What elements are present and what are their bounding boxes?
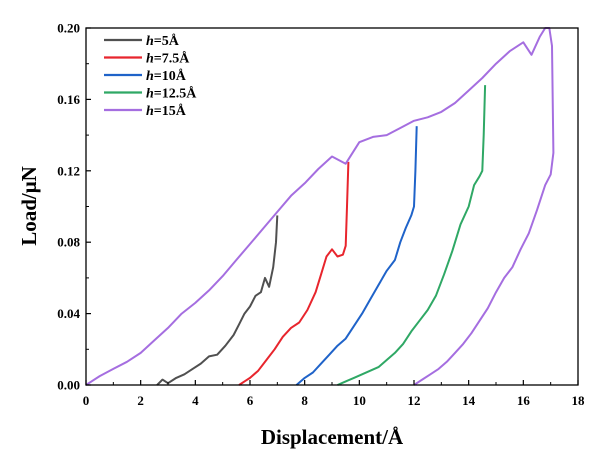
legend-label-var: h	[146, 104, 154, 119]
series-line-0	[156, 215, 279, 386]
legend-label-var: h	[146, 87, 154, 102]
y-axis-title: Load/μN	[17, 166, 41, 246]
x-tick-label: 2	[137, 393, 144, 408]
series-line-3	[337, 85, 487, 386]
y-tick-label: 0.12	[57, 163, 80, 178]
legend-label-rest: =5Å	[154, 33, 180, 49]
series-line-4	[85, 27, 555, 386]
legend-label-rest: =12.5Å	[154, 86, 197, 102]
legend-label-var: h	[146, 69, 154, 84]
x-axis-title: Displacement/Å	[261, 425, 404, 449]
legend-label-0: h=5Å	[146, 33, 180, 49]
y-axis-ticks: 0.00 0.04 0.08 0.12 0.16 0.20	[57, 21, 91, 393]
x-tick-label: 16	[517, 393, 531, 408]
legend-label-rest: =10Å	[154, 68, 187, 84]
y-tick-label: 0.00	[57, 378, 80, 393]
x-axis-ticks: 0 2 4 6 8 10 12 14 16 18	[83, 380, 585, 408]
x-tick-label: 10	[353, 393, 366, 408]
x-tick-label: 0	[83, 393, 90, 408]
legend-label-2: h=10Å	[146, 68, 187, 84]
legend-label-1: h=7.5Å	[146, 51, 190, 67]
legend-label-rest: =15Å	[154, 103, 187, 119]
legend-label-var: h	[146, 34, 154, 49]
legend-label-3: h=12.5Å	[146, 86, 197, 102]
series-line-1	[238, 161, 350, 386]
x-tick-label: 18	[572, 393, 586, 408]
x-tick-label: 4	[192, 393, 199, 408]
series-line-2	[295, 126, 418, 386]
y-tick-label: 0.20	[57, 21, 80, 36]
x-tick-label: 6	[247, 393, 254, 408]
y-tick-label: 0.04	[57, 306, 80, 321]
legend-label-4: h=15Å	[146, 103, 187, 119]
x-tick-label: 12	[408, 393, 421, 408]
legend-label-rest: =7.5Å	[154, 51, 190, 67]
y-tick-label: 0.16	[57, 92, 80, 107]
y-tick-label: 0.08	[57, 235, 80, 250]
series-layer	[85, 27, 555, 386]
legend-label-var: h	[146, 52, 154, 67]
x-tick-label: 14	[462, 393, 476, 408]
x-tick-label: 8	[301, 393, 308, 408]
